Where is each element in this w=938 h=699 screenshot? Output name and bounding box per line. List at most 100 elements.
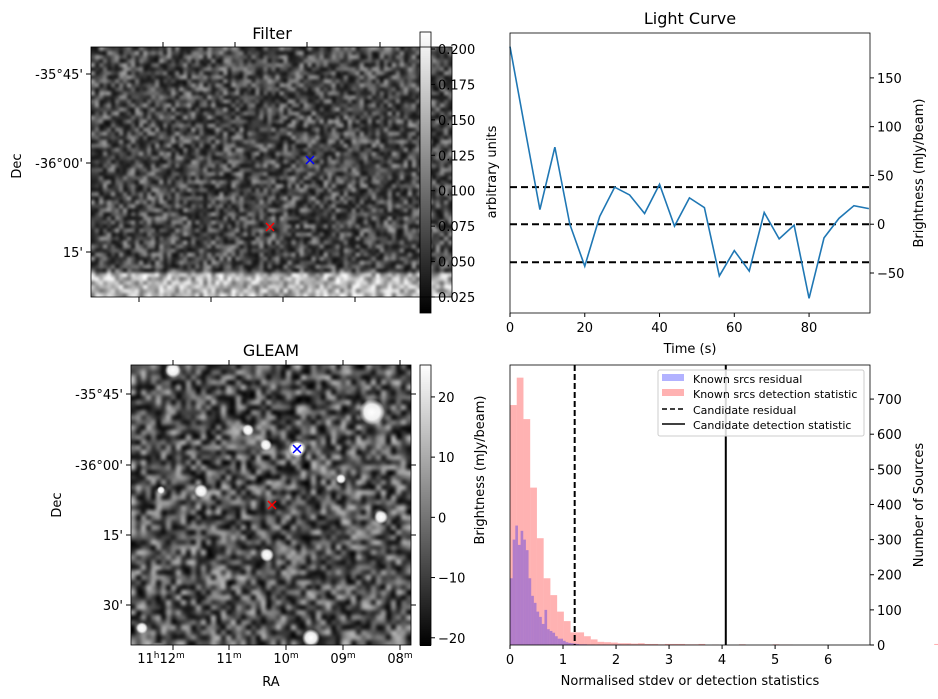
- legend-label-candidate-detection: Candidate detection statistic: [693, 419, 851, 432]
- detection-hist-bar: [631, 643, 638, 645]
- residual-hist-bar: [520, 530, 524, 645]
- legend-label-residual: Known srcs residual: [693, 373, 802, 386]
- histogram-x-tick-label: 4: [718, 653, 726, 668]
- residual-hist-bar: [549, 630, 553, 645]
- residual-hist-bar: [568, 642, 571, 645]
- histogram-x-tick-label: 2: [612, 653, 620, 668]
- detection-hist-bar: [516, 377, 524, 645]
- lightcurve-frame: [509, 32, 871, 314]
- legend-frame: [657, 369, 865, 437]
- lightcurve-ylabel: Brightness (mJy/beam): [912, 99, 927, 248]
- filter-colorbar-label: arbitrary units: [485, 125, 500, 218]
- gleam-panel: GLEAM Dec RA Brightness (mJy/beam) 11h12…: [50, 341, 488, 690]
- detection-hist-bar: [557, 611, 564, 645]
- residual-hist-bar: [552, 632, 556, 645]
- colorbar-tick-label: 0.050: [438, 256, 475, 271]
- filter-dec-tick-label: -35°45': [35, 68, 83, 83]
- colorbar-tick-label: 0.125: [438, 149, 475, 164]
- residual-hist-bar: [517, 544, 521, 645]
- detection-hist-bar: [611, 642, 618, 645]
- lightcurve-y-tick-label: 100: [877, 121, 902, 136]
- legend-label-detection: Known srcs detection statistic: [693, 388, 857, 401]
- residual-hist-bar: [570, 643, 574, 645]
- residual-hist-bar: [557, 638, 561, 645]
- residual-hist-bar: [531, 595, 534, 645]
- residual-hist-bar: [510, 578, 513, 645]
- histogram-legend: Known srcs residual Known srcs detection…: [657, 369, 865, 437]
- detection-hist-bar: [510, 405, 517, 645]
- gleam-ra-tick-label: 10m: [273, 651, 298, 667]
- gleam-dec-tick-label: -35°45': [75, 388, 123, 403]
- residual-hist-bar: [523, 539, 526, 645]
- residual-hist-bar: [515, 525, 518, 645]
- colorbar-tick-label: 0.025: [438, 291, 475, 306]
- colorbar-tick-label: 0.100: [438, 185, 475, 200]
- detection-hist-bar: [678, 643, 686, 645]
- gleam-dec-tick-label: -36°00': [75, 459, 123, 474]
- residual-hist-bar: [544, 609, 548, 645]
- lightcurve-x-tick-label: 20: [576, 321, 593, 336]
- histogram-y-tick-label: 0: [877, 639, 885, 654]
- detection-hist-bar: [550, 595, 558, 645]
- histogram-x-tick-label: 1: [559, 653, 567, 668]
- histogram-xlabel: Normalised stdev or detection statistics: [561, 674, 820, 689]
- known-source-marker-icon: [292, 444, 302, 454]
- residual-hist-bar: [536, 611, 540, 645]
- residual-hist-bar: [539, 616, 542, 645]
- filter-panel: Filter Dec arbitrary units -35°45' -36°00…: [10, 24, 500, 314]
- residual-hist-bar: [563, 640, 566, 645]
- residual-hist-bar: [512, 539, 516, 645]
- colorbar-tick-label: 0: [438, 511, 446, 526]
- colorbar-frame: [419, 364, 432, 646]
- detection-hist-bar: [637, 643, 645, 645]
- colorbar-tick-label: 0.075: [438, 220, 475, 235]
- lightcurve-y-tick-label: −50: [877, 267, 904, 282]
- detection-hist-bar: [536, 538, 544, 645]
- detection-hist-bar: [577, 632, 585, 645]
- histogram-x-tick-label: 5: [771, 653, 779, 668]
- gleam-ra-label: RA: [262, 675, 280, 690]
- gleam-ra-tick-label: 08m: [387, 651, 412, 667]
- filter-axes: -35°45' -36°00' 15' 0.025 0.050 0.075 0.100 0.1…: [35, 31, 475, 314]
- residual-hist-bar: [560, 638, 564, 645]
- lightcurve-x-tick-label: 0: [506, 321, 514, 336]
- lightcurve-y-tick-label: 50: [877, 169, 894, 184]
- gleam-ra-tick-label: 09m: [330, 651, 355, 667]
- detection-hist-bar: [698, 643, 706, 645]
- histogram-x-tick-label: 3: [665, 653, 673, 668]
- detection-hist-bar: [597, 641, 605, 645]
- gleam-axes: 11h12m 11m 10m 09m 08m -35°45' -36°00' 15' 30' −2…: [75, 360, 465, 667]
- histogram-x-tick-label: 6: [824, 653, 832, 668]
- filter-image: [91, 47, 452, 297]
- colorbar-tick-label: −20: [438, 632, 465, 647]
- legend-label-candidate-residual: Candidate residual: [693, 404, 796, 417]
- gleam-ra-tick-label: 11m: [216, 651, 241, 667]
- gleam-dec-label: Dec: [50, 492, 65, 517]
- residual-hist-bar: [547, 629, 550, 645]
- gleam-dec-tick-label: 30': [103, 599, 123, 614]
- detection-hist-bar: [584, 636, 591, 645]
- detection-hist-bar: [934, 643, 938, 645]
- histogram-y-tick-label: 200: [877, 569, 902, 584]
- lightcurve-title: Light Curve: [644, 9, 736, 28]
- histogram-y-tick-label: 400: [877, 498, 902, 513]
- residual-hist-bar: [525, 550, 529, 645]
- residual-hist-bar: [565, 642, 569, 645]
- colorbar-frame: [419, 31, 432, 314]
- histogram-y-tick-label: 700: [877, 393, 902, 408]
- detection-hist-bar: [543, 578, 551, 645]
- detection-hist-bar: [624, 643, 632, 645]
- residual-hist-bar: [555, 636, 558, 645]
- candidate-marker-icon: [267, 500, 277, 510]
- residual-hist-bar: [528, 578, 532, 645]
- detection-hist-bar: [563, 621, 571, 645]
- residual-hist-bar: [576, 643, 579, 645]
- detection-hist-bar: [590, 639, 598, 645]
- lightcurve-xlabel: Time (s): [663, 342, 717, 357]
- gleam-ra-tick-label: 11h12m: [137, 651, 185, 667]
- filter-dec-label: Dec: [10, 153, 25, 178]
- histogram-panel: Normalised stdev or detection statistics…: [506, 364, 938, 689]
- lightcurve-x-tick-label: 60: [726, 321, 743, 336]
- gleam-colorbar-label: Brightness (mJy/beam): [473, 396, 488, 545]
